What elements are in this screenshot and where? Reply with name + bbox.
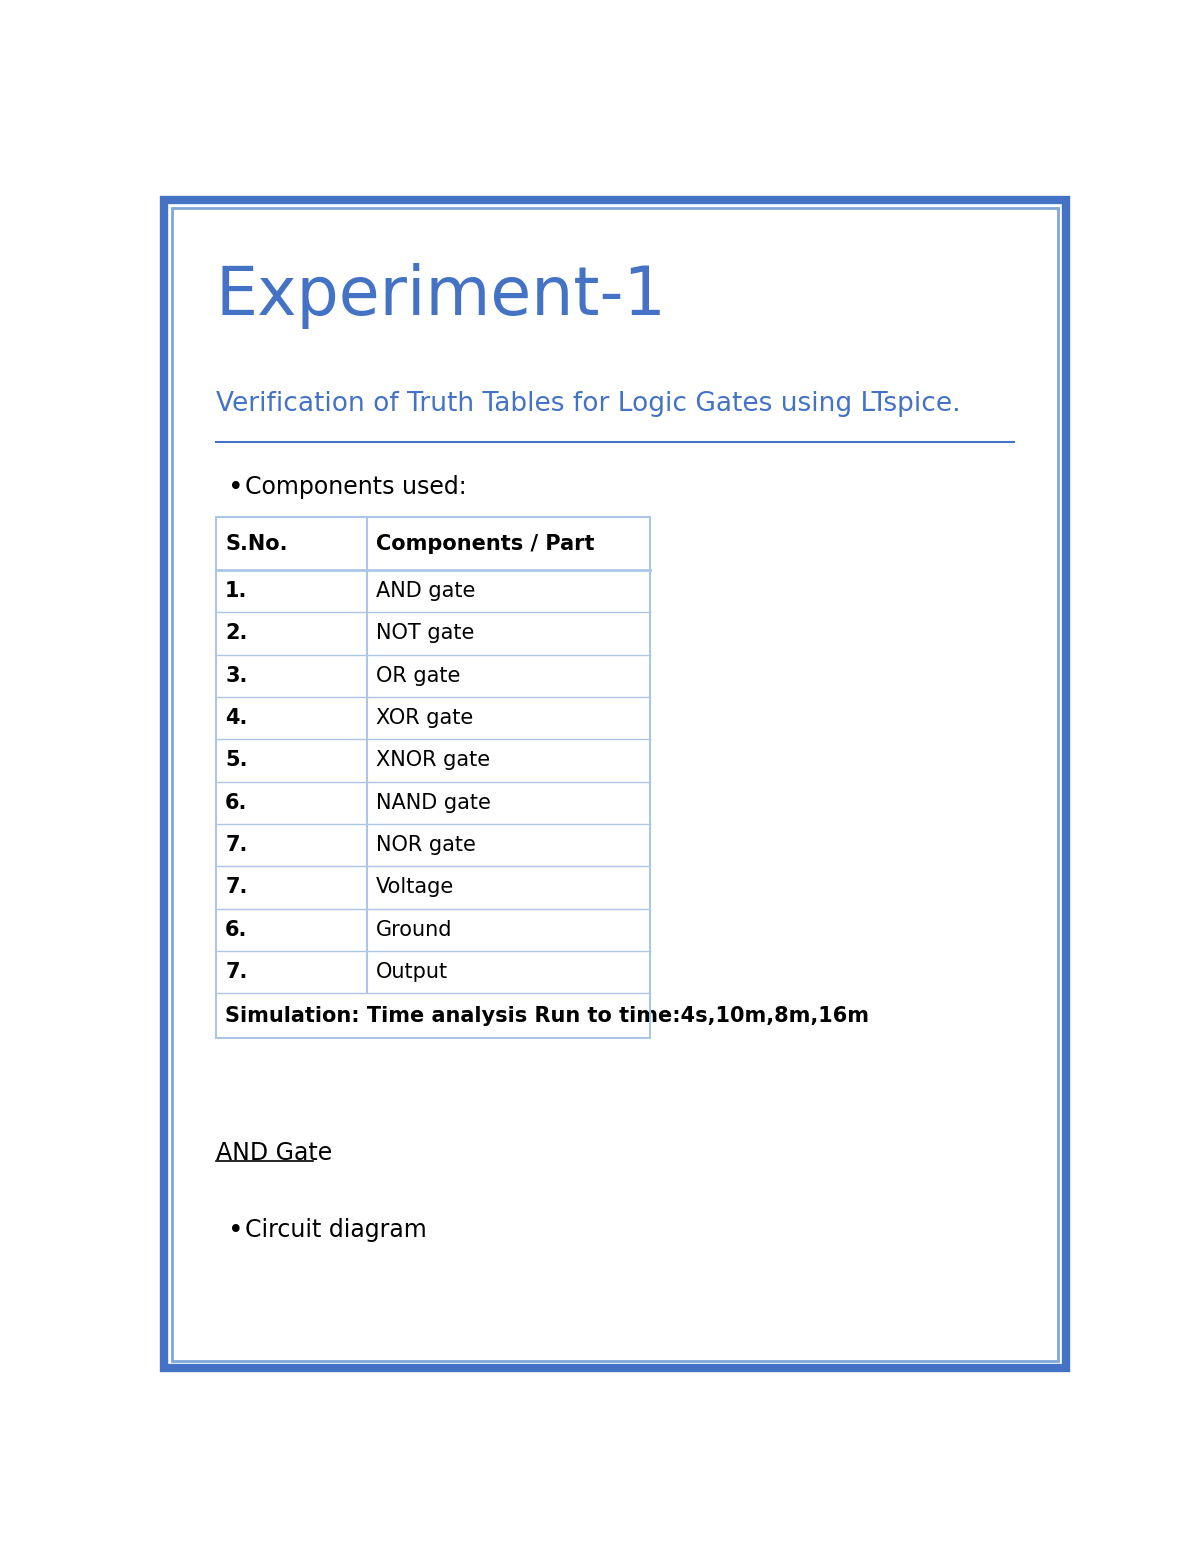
Text: 6.: 6. [226, 792, 247, 812]
Text: 1.: 1. [226, 581, 247, 601]
Text: 7.: 7. [226, 877, 247, 898]
Text: Experiment-1: Experiment-1 [216, 262, 667, 329]
Text: Voltage: Voltage [377, 877, 455, 898]
Text: XNOR gate: XNOR gate [377, 750, 491, 770]
Text: Components used:: Components used: [245, 475, 466, 499]
Text: 7.: 7. [226, 836, 247, 856]
Bar [216, 517, 650, 1037]
Text: •: • [228, 475, 244, 502]
Text: NOR gate: NOR gate [377, 836, 476, 856]
Text: XOR gate: XOR gate [377, 708, 474, 728]
Text: OR gate: OR gate [377, 666, 461, 686]
Text: Ground: Ground [377, 919, 452, 940]
Text: NOT gate: NOT gate [377, 623, 475, 643]
Text: Output: Output [377, 963, 449, 981]
Text: 3.: 3. [226, 666, 247, 686]
Text: •: • [228, 1218, 244, 1244]
Text: Simulation: Time analysis Run to time:4s,10m,8m,16m: Simulation: Time analysis Run to time:4s… [226, 1006, 869, 1025]
Text: 6.: 6. [226, 919, 247, 940]
Text: 7.: 7. [226, 963, 247, 981]
Text: 5.: 5. [226, 750, 247, 770]
Text: Circuit diagram: Circuit diagram [245, 1218, 426, 1242]
Text: AND gate: AND gate [377, 581, 475, 601]
Bar [216, 517, 650, 1037]
Text: Verification of Truth Tables for Logic Gates using LTspice.: Verification of Truth Tables for Logic G… [216, 391, 960, 418]
Text: NAND gate: NAND gate [377, 792, 491, 812]
Text: 4.: 4. [226, 708, 247, 728]
Text: S.No.: S.No. [226, 534, 288, 553]
Text: Components / Part: Components / Part [377, 534, 595, 553]
Text: 2.: 2. [226, 623, 247, 643]
Text: AND Gate: AND Gate [216, 1141, 332, 1165]
